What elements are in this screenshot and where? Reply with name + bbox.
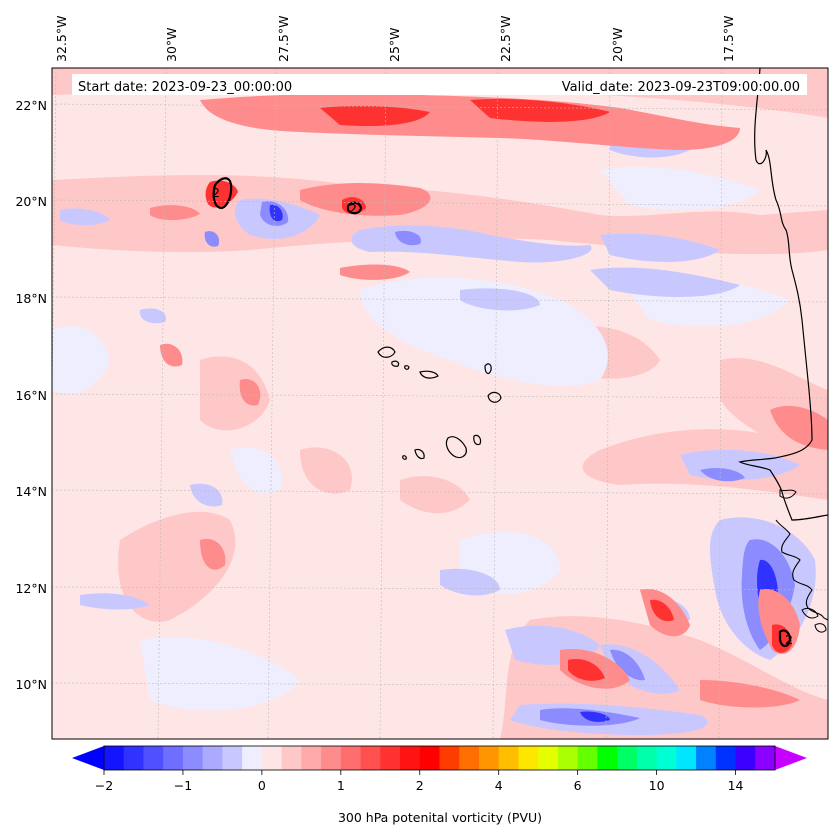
lat-label-18n: 18°N bbox=[15, 291, 47, 306]
colorbar-segment bbox=[696, 746, 717, 770]
colorbar-segment bbox=[261, 746, 283, 770]
colorbar-segment bbox=[715, 746, 737, 770]
colorbar-segment bbox=[478, 746, 500, 770]
colorbar-tick-label: −1 bbox=[174, 778, 192, 793]
graticule bbox=[52, 68, 828, 739]
colorbar: −2 −1 0 1 2 4 6 10 14 300 hPa potenital vorticit… bbox=[72, 745, 807, 825]
lon-label-30w: 30°W bbox=[164, 27, 179, 62]
colorbar-tick-label: 2 bbox=[416, 778, 424, 793]
africa-coastline bbox=[738, 68, 828, 521]
colorbar-segment bbox=[123, 746, 145, 770]
colorbar-segment bbox=[577, 746, 598, 770]
colorbar-segment bbox=[104, 746, 125, 770]
colorbar-tick-label: 6 bbox=[574, 778, 582, 793]
lon-label-22-5w: 22.5°W bbox=[498, 16, 513, 62]
colorbar-segment bbox=[281, 746, 302, 770]
colorbar-segment bbox=[301, 746, 322, 770]
lon-label-25w: 25°W bbox=[387, 27, 402, 62]
colorbar-segment bbox=[202, 746, 224, 770]
colorbar-segment bbox=[380, 746, 401, 770]
start-date-label: Start date: 2023-09-23_00:00:00 bbox=[78, 80, 292, 95]
colorbar-segment bbox=[439, 746, 460, 770]
colorbar-tick-label: 14 bbox=[728, 778, 744, 793]
lon-label-20w: 20°W bbox=[610, 27, 625, 62]
lat-label-22n: 22°N bbox=[15, 98, 47, 113]
cape-verde-islands bbox=[377, 346, 502, 460]
colorbar-segment bbox=[676, 746, 697, 770]
lat-label-14n: 14°N bbox=[15, 484, 47, 499]
colorbar-segment bbox=[597, 746, 618, 770]
colorbar-segment bbox=[419, 746, 441, 770]
lat-label-20n: 20°N bbox=[15, 194, 47, 209]
valid-date-label: Valid_date: 2023-09-23T09:00:00.00 bbox=[562, 80, 800, 95]
pv-2-contours bbox=[212, 177, 792, 648]
colorbar-segment bbox=[340, 746, 362, 770]
bijagos-islands bbox=[801, 607, 819, 619]
lon-label-17-5w: 17.5°W bbox=[721, 16, 736, 62]
map-frame bbox=[51, 67, 829, 740]
lon-label-27-5w: 27.5°W bbox=[276, 16, 291, 62]
lat-label-12n: 12°N bbox=[15, 581, 47, 596]
longitude-labels: 32.5°W 30°W 27.5°W 25°W 22.5°W 20°W 17.5… bbox=[54, 16, 736, 62]
colorbar-segment bbox=[143, 746, 164, 770]
colorbar-segment bbox=[459, 746, 480, 770]
colorbar-segment bbox=[163, 746, 184, 770]
colorbar-segment bbox=[400, 746, 421, 770]
lat-label-16n: 16°N bbox=[15, 388, 47, 403]
info-box bbox=[72, 74, 807, 95]
latitude-labels: 22°N 20°N 18°N 16°N 14°N 12°N 10°N bbox=[15, 98, 47, 692]
lat-label-10n: 10°N bbox=[15, 677, 47, 692]
colorbar-segment bbox=[222, 746, 243, 770]
colorbar-tick-label: 4 bbox=[495, 778, 503, 793]
colorbar-tick-label: 0 bbox=[258, 778, 266, 793]
guinea-islands bbox=[814, 623, 827, 633]
colorbar-segment bbox=[557, 746, 579, 770]
colorbar-segment bbox=[617, 746, 638, 770]
gambia-coast bbox=[779, 489, 797, 499]
colorbar-segment bbox=[636, 746, 658, 770]
colorbar-frame bbox=[103, 745, 776, 771]
colorbar-segment bbox=[518, 746, 539, 770]
colorbar-ticks: −2 −1 0 1 2 4 6 10 14 bbox=[95, 770, 744, 793]
colorbar-tick-label: −2 bbox=[95, 778, 113, 793]
colorbar-under-arrow bbox=[72, 746, 104, 770]
contour-label-1: 2 bbox=[212, 185, 220, 200]
colorbar-segment bbox=[656, 746, 677, 770]
colorbar-tick-label: 1 bbox=[337, 778, 345, 793]
colorbar-segment bbox=[498, 746, 520, 770]
contour-label-3: 2 bbox=[785, 632, 793, 647]
colorbar-segment bbox=[242, 746, 263, 770]
colorbar-segment bbox=[182, 746, 204, 770]
contour-label-2: 2 bbox=[349, 201, 357, 216]
colorbar-segments bbox=[104, 746, 776, 770]
colorbar-segment bbox=[538, 746, 559, 770]
colorbar-segment bbox=[735, 746, 756, 770]
colorbar-segment bbox=[755, 746, 776, 770]
pv-field: 2 2 2 bbox=[52, 68, 828, 739]
colorbar-tick-label: 10 bbox=[649, 778, 665, 793]
colorbar-label: 300 hPa potenital vorticity (PVU) bbox=[338, 810, 542, 825]
colorbar-segment bbox=[360, 746, 381, 770]
lon-label-32-5w: 32.5°W bbox=[54, 16, 69, 62]
colorbar-segment bbox=[321, 746, 342, 770]
colorbar-over-arrow bbox=[775, 746, 807, 770]
